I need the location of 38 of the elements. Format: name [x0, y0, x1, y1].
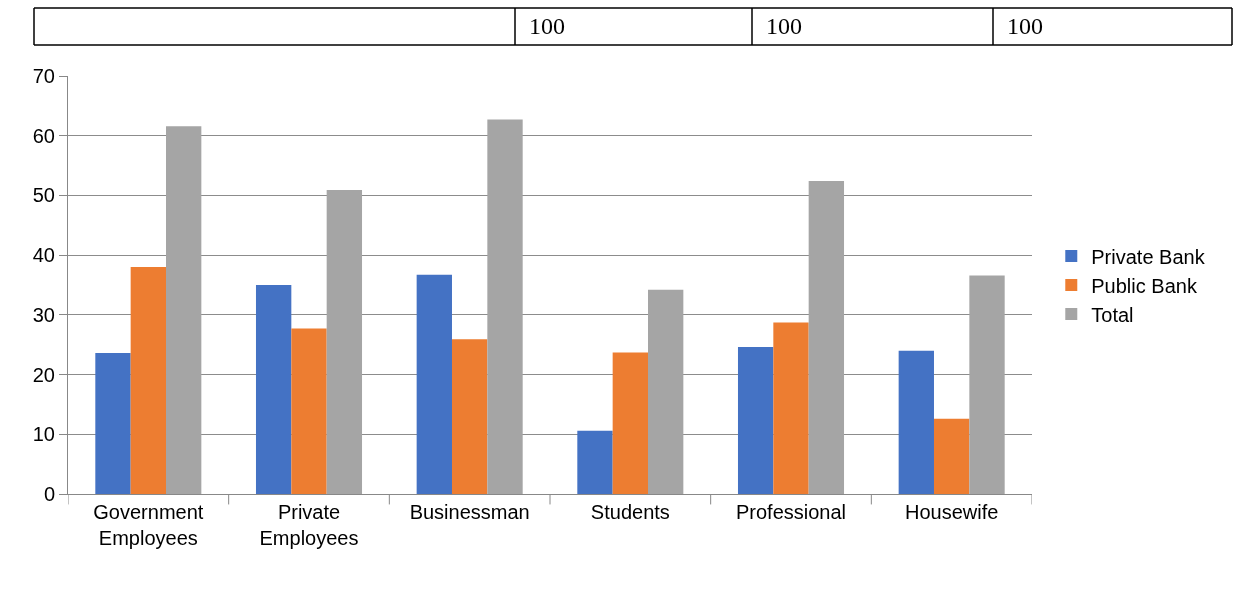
bar [648, 289, 684, 494]
bar [808, 181, 845, 494]
x-tick-label: Professional [735, 501, 847, 523]
bar [166, 126, 202, 494]
bar [451, 339, 488, 494]
bar [326, 190, 363, 494]
legend-label: Private Bank [1091, 245, 1206, 268]
y-tick-label: 40 [32, 244, 55, 267]
x-tick-label: Housewife [904, 501, 999, 523]
bar [933, 418, 970, 494]
y-tick-label: 0 [43, 483, 55, 505]
bar [130, 267, 167, 494]
bar [969, 275, 1005, 494]
bar [95, 353, 131, 494]
bar [416, 274, 452, 494]
bar [291, 328, 327, 494]
y-tick-label: 70 [32, 65, 55, 87]
bar [898, 350, 934, 494]
y-tick-label: 30 [32, 303, 55, 326]
bar [773, 322, 809, 494]
bar [487, 119, 523, 494]
text: 100 [1007, 13, 1043, 39]
legend-label: Total [1091, 303, 1134, 326]
y-tick-label: 20 [32, 363, 55, 386]
bar [612, 352, 649, 494]
x-tick-label: Private Employees [259, 501, 359, 549]
bar [577, 430, 613, 494]
x-tick-label: Businessman [409, 501, 530, 523]
x-tick-label: Students [590, 501, 670, 523]
x-tick-label: Government Employees [93, 501, 204, 549]
legend-label: Public Bank [1091, 274, 1198, 297]
bar [255, 285, 292, 494]
bar [737, 347, 774, 494]
y-tick-label: 50 [32, 184, 55, 207]
text: 100 [766, 13, 802, 39]
y-tick-label: 60 [32, 124, 55, 147]
y-tick-label: 10 [32, 423, 55, 446]
text: 100 [529, 13, 565, 39]
